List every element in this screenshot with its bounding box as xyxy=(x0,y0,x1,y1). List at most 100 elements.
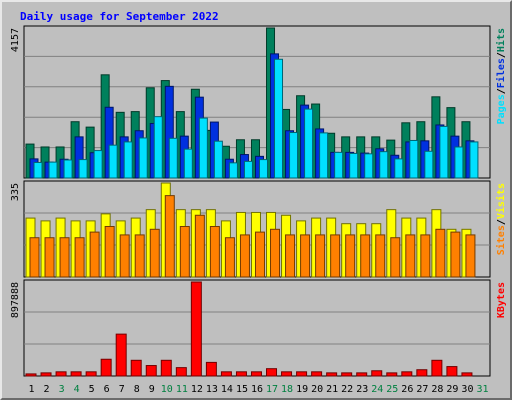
legend-sites: Sites xyxy=(495,225,507,255)
x-tick-label-30: 30 xyxy=(461,384,473,395)
bar-pages-day-14 xyxy=(228,162,238,179)
bar-sites-day-30 xyxy=(465,234,476,278)
legend-separator: / xyxy=(496,88,507,94)
bar-kbytes-day-2 xyxy=(40,372,52,377)
bar-pages-day-1 xyxy=(33,161,43,179)
bar-pages-day-4 xyxy=(78,159,88,179)
y-max-label: 4157 xyxy=(10,28,21,52)
bar-sites-day-23 xyxy=(360,234,371,278)
y-max-label: 335 xyxy=(10,183,21,201)
bar-pages-day-26 xyxy=(409,139,419,179)
bar-pages-day-3 xyxy=(63,159,73,179)
bar-sites-day-15 xyxy=(239,234,250,278)
x-tick-label-26: 26 xyxy=(401,384,413,395)
x-tick-label-6: 6 xyxy=(104,384,110,395)
panel-3: 897888 KBytes xyxy=(10,279,507,377)
bar-sites-day-16 xyxy=(254,231,265,278)
bar-kbytes-day-16 xyxy=(250,371,262,377)
bar-pages-day-24 xyxy=(379,151,389,179)
legend-separator: / xyxy=(496,219,507,225)
bar-kbytes-day-25 xyxy=(386,372,398,377)
bar-sites-day-10 xyxy=(164,195,175,278)
x-tick-label-11: 11 xyxy=(176,384,188,395)
bar-kbytes-day-1 xyxy=(25,373,37,377)
bar-sites-day-29 xyxy=(450,231,461,278)
bar-pages-day-29 xyxy=(454,146,464,179)
bar-sites-day-2 xyxy=(44,237,55,278)
bar-kbytes-day-26 xyxy=(401,371,413,377)
bar-kbytes-day-27 xyxy=(416,369,428,377)
bar-sites-day-28 xyxy=(435,228,446,278)
bar-sites-day-20 xyxy=(315,234,326,278)
x-tick-label-8: 8 xyxy=(134,384,140,395)
bar-sites-day-1 xyxy=(29,237,40,278)
x-tick-label-29: 29 xyxy=(446,384,458,395)
x-tick-label-14: 14 xyxy=(221,384,233,395)
x-tick-label-9: 9 xyxy=(149,384,155,395)
bar-kbytes-day-9 xyxy=(145,365,157,377)
bar-kbytes-day-14 xyxy=(220,371,232,377)
bar-sites-day-27 xyxy=(420,234,431,278)
legend-pages: Pages xyxy=(496,94,507,124)
legend-kbytes: KBytes xyxy=(496,282,507,318)
bar-pages-day-18 xyxy=(289,132,299,179)
bar-kbytes-day-24 xyxy=(371,370,383,377)
bar-kbytes-day-19 xyxy=(296,371,308,377)
bar-pages-day-15 xyxy=(243,160,253,179)
bar-sites-day-8 xyxy=(134,234,145,278)
bar-pages-day-10 xyxy=(168,137,178,179)
x-tick-label-23: 23 xyxy=(356,384,368,395)
bar-kbytes-day-30 xyxy=(461,372,473,377)
x-tick-label-31: 31 xyxy=(476,384,488,395)
bar-kbytes-day-13 xyxy=(205,361,217,377)
bar-pages-day-6 xyxy=(108,144,118,179)
legend-files: Files xyxy=(495,58,507,88)
x-tick-label-12: 12 xyxy=(191,384,203,395)
x-tick-label-16: 16 xyxy=(251,384,263,395)
bar-kbytes-day-18 xyxy=(281,371,293,377)
bar-pages-day-23 xyxy=(364,153,374,179)
x-tick-label-17: 17 xyxy=(266,384,278,395)
x-axis-labels: 1 2 3 4 5 6 7 8 9 10 11 12 13 14 15 16 17 18 19 20 21 22 23 24 2… xyxy=(29,384,489,395)
bar-kbytes-day-23 xyxy=(356,372,368,377)
x-tick-label-4: 4 xyxy=(74,384,80,395)
x-tick-label-27: 27 xyxy=(416,384,428,395)
bar-pages-day-9 xyxy=(153,116,163,179)
bar-sites-day-13 xyxy=(209,225,220,278)
bar-pages-day-8 xyxy=(138,137,148,179)
x-tick-label-1: 1 xyxy=(29,384,35,395)
bar-sites-day-3 xyxy=(59,237,70,278)
bar-kbytes-day-22 xyxy=(341,372,353,377)
bar-pages-day-11 xyxy=(183,148,193,179)
bar-kbytes-day-6 xyxy=(100,358,112,377)
bar-pages-day-7 xyxy=(123,141,133,179)
bar-pages-day-17 xyxy=(274,58,284,179)
bar-pages-day-2 xyxy=(48,161,58,179)
x-tick-label-22: 22 xyxy=(341,384,353,395)
bar-pages-day-28 xyxy=(439,125,449,179)
bar-sites-day-11 xyxy=(179,225,190,278)
bar-sites-day-24 xyxy=(375,234,386,278)
legend-hits: Hits xyxy=(495,28,507,52)
x-tick-label-15: 15 xyxy=(236,384,248,395)
bar-sites-day-18 xyxy=(285,234,296,278)
x-tick-label-21: 21 xyxy=(326,384,338,395)
bar-kbytes-day-15 xyxy=(235,371,247,377)
bar-kbytes-day-20 xyxy=(311,371,323,377)
bar-pages-day-19 xyxy=(304,108,314,179)
bar-pages-day-30 xyxy=(469,141,479,179)
bar-pages-day-21 xyxy=(334,151,344,179)
legend-1: Pages/Files/Hits xyxy=(495,28,507,124)
bar-kbytes-day-21 xyxy=(326,372,338,377)
bar-kbytes-day-11 xyxy=(175,367,187,377)
bar-sites-day-6 xyxy=(104,225,115,278)
legend-separator: / xyxy=(496,52,507,58)
x-tick-label-3: 3 xyxy=(59,384,65,395)
bar-pages-day-16 xyxy=(258,159,268,179)
bar-kbytes-day-29 xyxy=(446,366,458,377)
bar-pages-day-12 xyxy=(198,117,208,179)
bar-sites-day-25 xyxy=(390,237,401,278)
